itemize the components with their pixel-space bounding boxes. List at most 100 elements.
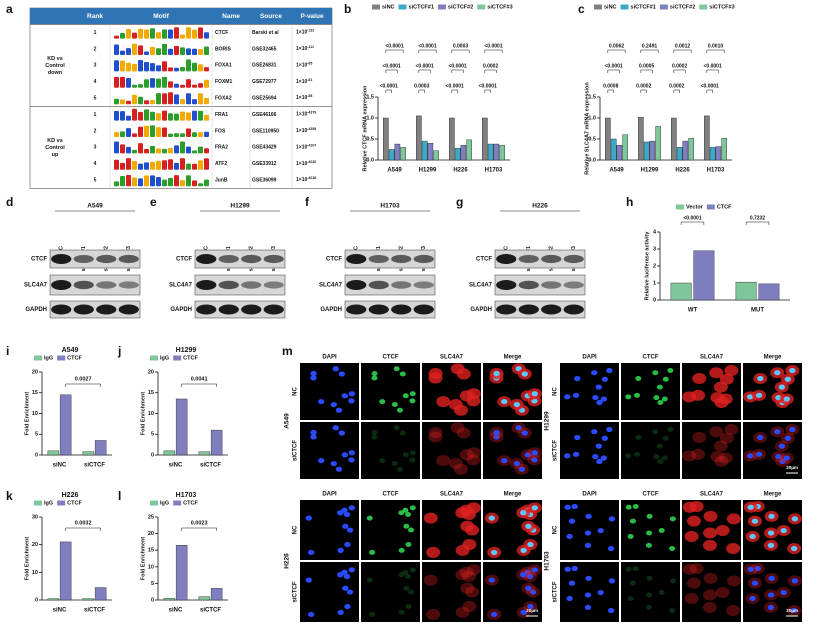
if-cytoplasm [703,510,718,522]
if-ctcf [645,604,652,610]
if-ctcf [409,457,416,463]
bar [82,451,95,456]
p-exp: -4107 [307,143,316,147]
if-nucleus [524,452,531,458]
if-nucleus [775,453,782,460]
motif-glyph [162,148,167,154]
bracket [484,89,491,93]
if-ctcf [635,375,642,381]
motif-glyph [138,163,143,170]
if-cytoplasm [455,606,470,618]
y-tick-label: 0.5 [588,136,596,142]
blot-band [346,280,367,290]
motif-glyph [120,60,125,72]
if-ctcf [409,450,416,456]
blot-band [51,304,72,315]
motif-glyph [120,76,125,88]
if-nucleus [751,518,759,524]
if-cytoplasm [682,450,697,462]
legend-swatch [477,4,486,10]
blot-strip [49,300,141,319]
motif-glyph [168,67,173,72]
if-cytoplasm [689,562,704,574]
rank: 1 [94,112,97,118]
if-nucleus [525,585,532,591]
motif-glyph [168,159,173,170]
y-tick-label: 10 [148,564,154,570]
blot-band [413,304,434,315]
chart-title: H1703 [176,492,197,499]
if-cell-line: H1703 [544,551,551,571]
bar [163,450,176,456]
legend-swatch [594,4,602,10]
motif-glyph [186,79,191,88]
motif-glyph [120,176,125,187]
if-ctcf [634,392,641,398]
if-row-label: NC [293,525,299,534]
if-nucleus [596,399,603,406]
if-nucleus [749,533,756,540]
y-tick-label: 1.0 [588,115,596,121]
y-tick-label: 30 [32,514,38,520]
x-tick-label: H226 [453,168,468,174]
if-nucleus [747,504,754,510]
motif-glyph [204,158,209,170]
motif-glyph [198,49,203,55]
y-tick-label: 10 [148,411,154,417]
p-value-label: <0.0001 [449,63,467,69]
blot-band [51,254,72,264]
legend-swatch [34,500,42,506]
if-nucleus [520,510,527,516]
bracket [706,69,719,73]
if-nucleus [332,366,339,372]
p-value-label: <0.0001 [701,83,719,89]
if-nucleus [527,603,534,610]
if-image [361,562,420,622]
motif-glyph [132,94,137,105]
motif-source: GSE46166 [252,112,277,118]
if-cytoplasm [453,463,468,475]
if-row-label: NC [293,387,299,396]
if-nucleus [768,575,775,581]
if-ctcf [405,512,412,518]
if-cytoplasm [684,592,699,604]
group-label: Control [45,63,65,69]
blot-band [218,280,239,290]
if-ctcf [393,425,400,431]
if-column-label: DAPI [322,355,337,361]
if-ctcf [669,545,676,551]
if-nucleus [521,430,529,436]
p-value: 1×10-61 [296,78,312,85]
blot-band [413,281,434,289]
motif-glyph [126,100,131,105]
if-ctcf [403,523,410,529]
if-ctcf [634,451,641,457]
blot-strip [344,274,436,296]
bar [616,145,623,161]
if-nucleus [564,394,571,400]
panel-label: m [282,344,293,358]
if-nucleus [584,542,592,549]
motif-glyph [126,62,131,72]
motif-glyph [186,146,191,154]
if-cytoplasm [466,388,481,400]
if-cytoplasm [455,507,470,519]
if-ctcf [371,370,378,376]
if-nucleus [520,547,527,553]
motif-glyph [150,111,155,121]
if-row-label: NC [553,525,559,534]
blot-row-label: GAPDH [170,307,192,313]
if-nucleus [344,541,351,548]
if-nucleus [591,429,598,435]
y-tick-label: 0.0 [588,157,596,163]
motif-glyph [156,32,161,39]
bar [709,147,716,161]
motif-glyph [162,43,167,55]
x-tick-label: siNC [169,608,183,614]
legend-swatch [699,4,708,10]
rank: 3 [94,63,97,69]
if-nucleus [601,435,609,441]
chart-title: H1299 [176,347,197,354]
x-tick-label: siCTCF [200,463,221,469]
x-tick-label: siCTCF [84,463,105,469]
